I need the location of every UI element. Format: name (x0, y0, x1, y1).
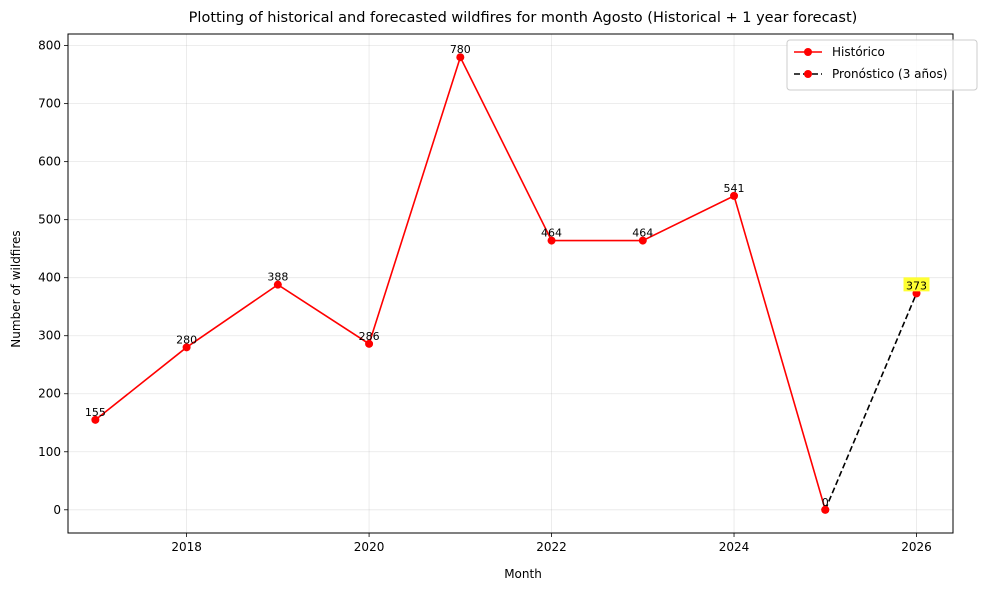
grid (68, 34, 953, 533)
legend-label: Histórico (832, 45, 885, 59)
series-point (273, 280, 282, 289)
data-label-highlight (903, 277, 930, 292)
x-tick-label: 2026 (901, 540, 932, 554)
data-label: 286 (359, 330, 380, 343)
legend-marker (804, 48, 812, 56)
y-tick-label: 300 (38, 329, 61, 343)
series-line-1 (824, 293, 918, 511)
series-point (730, 191, 739, 200)
data-label: 280 (176, 333, 197, 346)
series-point (91, 415, 100, 424)
plot-frame (67, 33, 954, 534)
series-point (638, 236, 647, 245)
legend-label: Pronóstico (3 años) (832, 67, 947, 81)
data-label: 464 (541, 227, 562, 240)
y-tick-label: 200 (38, 387, 61, 401)
data-label: 541 (724, 182, 745, 195)
y-tick-label: 800 (38, 39, 61, 53)
y-tick-label: 0 (53, 503, 61, 517)
y-axis-label: Number of wildfires (9, 230, 23, 347)
data-label: 155 (85, 406, 106, 419)
data-label: 388 (267, 271, 288, 284)
axis-ticks: 2018 2020 2022 2024 2026 0 100 200 300 400 500 600 7… (38, 39, 932, 554)
legend-box (786, 39, 978, 91)
x-tick-label: 2024 (719, 540, 750, 554)
x-tick-label: 2020 (354, 540, 385, 554)
y-tick-label: 700 (38, 97, 61, 111)
y-tick-label: 100 (38, 445, 61, 459)
data-label: 373 (906, 279, 927, 292)
y-tick-label: 600 (38, 155, 61, 169)
x-tick-label: 2018 (171, 540, 202, 554)
series-line-0 (94, 55, 827, 511)
series-layer (91, 53, 921, 514)
series-point (182, 343, 191, 352)
y-tick-label: 500 (38, 213, 61, 227)
chart-title: Plotting of historical and forecasted wi… (189, 10, 858, 26)
data-labels: 155 280 388 286 780 464 464 541 0 373 (85, 43, 930, 509)
series-point (456, 53, 465, 62)
y-tick-label: 400 (38, 271, 61, 285)
x-tick-label: 2022 (536, 540, 567, 554)
data-label: 780 (450, 43, 471, 56)
x-axis-label: Month (504, 567, 542, 581)
data-label: 0 (822, 496, 829, 509)
series-point (547, 236, 556, 245)
series-point (365, 339, 374, 348)
data-label: 464 (632, 227, 653, 240)
legend: Histórico Pronóstico (3 años) (786, 39, 978, 91)
legend-marker (804, 70, 812, 78)
series-point (821, 505, 830, 514)
